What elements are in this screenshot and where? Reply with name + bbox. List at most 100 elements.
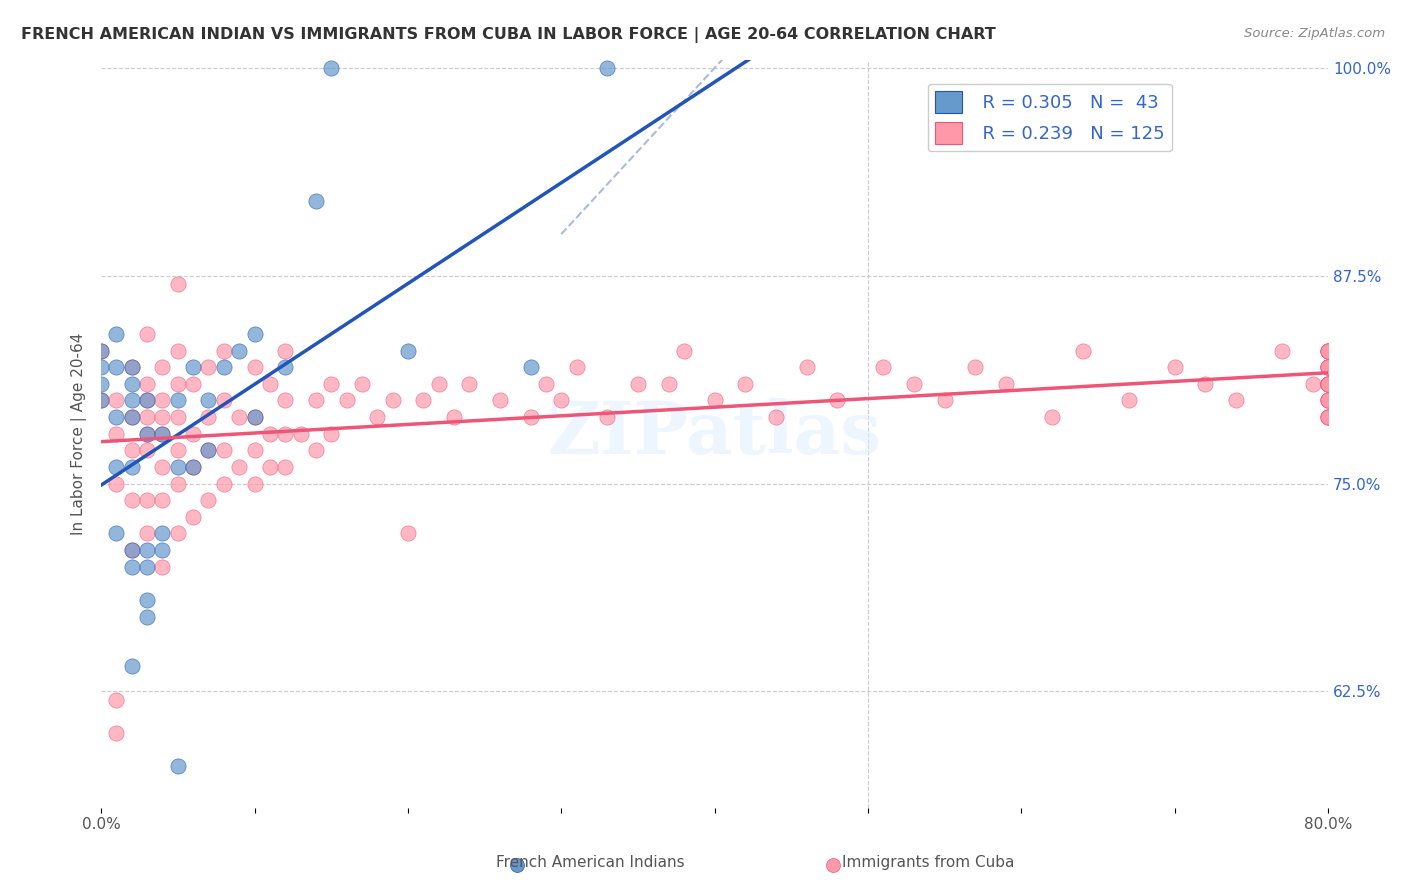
- Point: [506, 858, 529, 872]
- Point: [136, 609, 159, 624]
- Point: [489, 393, 512, 408]
- Point: [197, 443, 219, 458]
- Point: [152, 393, 174, 408]
- Point: [212, 476, 235, 491]
- Point: [197, 493, 219, 508]
- Point: [228, 410, 250, 425]
- Point: [152, 426, 174, 441]
- Point: [166, 410, 188, 425]
- Point: [1194, 376, 1216, 391]
- Point: [121, 493, 143, 508]
- Text: French American Indians: French American Indians: [496, 855, 685, 870]
- Point: [136, 526, 159, 541]
- Point: [872, 360, 894, 375]
- Point: [166, 526, 188, 541]
- Point: [136, 393, 159, 408]
- Point: [1271, 343, 1294, 358]
- Text: Immigrants from Cuba: Immigrants from Cuba: [842, 855, 1014, 870]
- Point: [212, 393, 235, 408]
- Point: [1317, 376, 1340, 391]
- Point: [1317, 410, 1340, 425]
- Point: [121, 543, 143, 558]
- Point: [1317, 360, 1340, 375]
- Point: [152, 493, 174, 508]
- Point: [243, 410, 266, 425]
- Point: [458, 376, 481, 391]
- Point: [90, 360, 112, 375]
- Point: [121, 360, 143, 375]
- Point: [243, 443, 266, 458]
- Point: [596, 410, 619, 425]
- Point: [1317, 360, 1340, 375]
- Point: [965, 360, 987, 375]
- Point: [121, 543, 143, 558]
- Point: [105, 360, 128, 375]
- Point: [519, 410, 541, 425]
- Point: [305, 194, 328, 208]
- Point: [1317, 410, 1340, 425]
- Point: [152, 526, 174, 541]
- Text: Source: ZipAtlas.com: Source: ZipAtlas.com: [1244, 27, 1385, 40]
- Point: [658, 376, 681, 391]
- Point: [934, 393, 956, 408]
- Point: [1317, 393, 1340, 408]
- Point: [212, 343, 235, 358]
- Point: [166, 343, 188, 358]
- Point: [1164, 360, 1187, 375]
- Point: [366, 410, 388, 425]
- Point: [121, 559, 143, 574]
- Point: [1317, 393, 1340, 408]
- Point: [995, 376, 1018, 391]
- Point: [197, 393, 219, 408]
- Point: [1317, 343, 1340, 358]
- Point: [228, 459, 250, 474]
- Text: FRENCH AMERICAN INDIAN VS IMMIGRANTS FROM CUBA IN LABOR FORCE | AGE 20-64 CORREL: FRENCH AMERICAN INDIAN VS IMMIGRANTS FRO…: [21, 27, 995, 43]
- Point: [534, 376, 557, 391]
- Point: [121, 410, 143, 425]
- Point: [703, 393, 725, 408]
- Point: [197, 360, 219, 375]
- Point: [152, 426, 174, 441]
- Point: [1317, 360, 1340, 375]
- Point: [1317, 360, 1340, 375]
- Legend:   R = 0.305   N =  43,   R = 0.239   N = 125: R = 0.305 N = 43, R = 0.239 N = 125: [928, 84, 1171, 151]
- Point: [321, 376, 343, 391]
- Point: [1071, 343, 1094, 358]
- Point: [181, 360, 204, 375]
- Point: [152, 559, 174, 574]
- Point: [627, 376, 650, 391]
- Point: [305, 443, 328, 458]
- Point: [321, 61, 343, 75]
- Point: [166, 376, 188, 391]
- Point: [274, 459, 297, 474]
- Point: [734, 376, 756, 391]
- Point: [550, 393, 572, 408]
- Point: [274, 343, 297, 358]
- Point: [121, 443, 143, 458]
- Point: [1317, 393, 1340, 408]
- Text: ZIPatlas: ZIPatlas: [547, 398, 882, 469]
- Point: [90, 343, 112, 358]
- Point: [181, 376, 204, 391]
- Point: [152, 360, 174, 375]
- Point: [105, 426, 128, 441]
- Point: [136, 426, 159, 441]
- Point: [1317, 376, 1340, 391]
- Y-axis label: In Labor Force | Age 20-64: In Labor Force | Age 20-64: [72, 333, 87, 535]
- Point: [1317, 393, 1340, 408]
- Point: [136, 426, 159, 441]
- Point: [321, 426, 343, 441]
- Point: [1225, 393, 1247, 408]
- Point: [136, 376, 159, 391]
- Point: [136, 326, 159, 341]
- Point: [412, 393, 434, 408]
- Point: [136, 593, 159, 607]
- Point: [90, 393, 112, 408]
- Point: [105, 526, 128, 541]
- Point: [243, 326, 266, 341]
- Point: [90, 343, 112, 358]
- Point: [121, 659, 143, 673]
- Point: [152, 543, 174, 558]
- Point: [1118, 393, 1140, 408]
- Point: [166, 277, 188, 291]
